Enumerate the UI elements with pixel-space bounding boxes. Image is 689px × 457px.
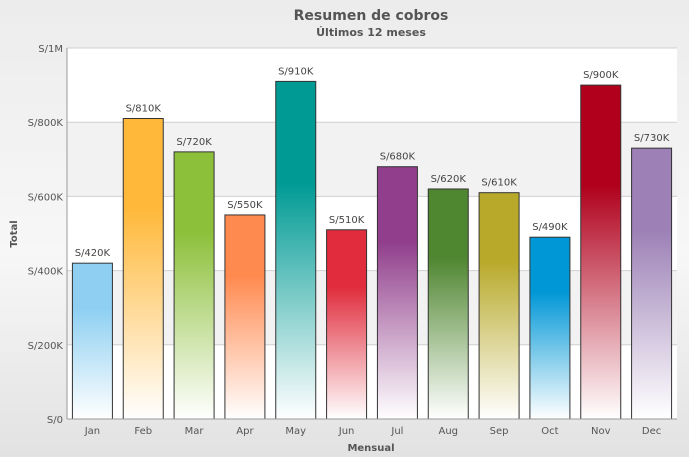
data-label: S/610K — [481, 178, 517, 189]
y-axis-title: Total — [9, 220, 20, 247]
x-tick-label: Nov — [591, 426, 611, 437]
data-label: S/900K — [583, 70, 619, 81]
grid-band — [67, 270, 677, 345]
x-axis-title: Mensual — [347, 443, 394, 454]
y-tick-label: S/800K — [28, 118, 64, 129]
y-tick-label: S/200K — [28, 341, 64, 352]
bar-aug[interactable] — [427, 188, 469, 420]
data-label: S/620K — [431, 174, 467, 185]
data-label: S/680K — [380, 152, 416, 163]
bar-jun[interactable] — [326, 229, 368, 420]
bar-apr[interactable] — [224, 214, 266, 420]
x-tick-label: Oct — [541, 426, 558, 437]
chart-title: Resumen de cobros — [294, 8, 449, 24]
grid-band — [67, 122, 677, 197]
data-label: S/720K — [176, 137, 212, 148]
bar-sep[interactable] — [478, 192, 520, 420]
x-tick-label: Jul — [390, 426, 403, 437]
grid-band — [67, 344, 677, 419]
x-tick-label: Sep — [490, 426, 509, 437]
data-label: S/550K — [227, 200, 263, 211]
grid-band — [67, 48, 677, 123]
chart-subtitle: Últimos 12 meses — [316, 26, 426, 39]
x-tick-label: Jan — [84, 426, 100, 437]
y-tick-label: S/1M — [38, 44, 63, 55]
x-tick-label: Aug — [438, 426, 458, 437]
x-tick-label: Jun — [338, 426, 355, 437]
x-tick-label: May — [285, 426, 306, 437]
data-label: S/910K — [278, 66, 314, 77]
data-label: S/810K — [126, 103, 162, 114]
y-tick-label: S/400K — [28, 267, 64, 278]
x-tick-label: Dec — [642, 426, 661, 437]
data-label: S/420K — [75, 248, 111, 259]
bar-nov[interactable] — [580, 84, 622, 420]
x-tick-label: Feb — [134, 426, 152, 437]
data-label: S/730K — [634, 133, 670, 144]
bar-jul[interactable] — [376, 166, 418, 420]
bar-may[interactable] — [275, 80, 317, 420]
y-tick-label: S/600K — [28, 192, 64, 203]
grid-band — [67, 196, 677, 271]
data-label: S/510K — [329, 215, 365, 226]
x-tick-label: Mar — [185, 426, 205, 437]
bar-jan[interactable] — [71, 262, 113, 420]
bar-mar[interactable] — [173, 151, 215, 420]
data-label: S/490K — [532, 222, 568, 233]
x-tick-label: Apr — [236, 426, 254, 437]
y-tick-label: S/0 — [47, 415, 63, 426]
bar-oct[interactable] — [529, 236, 571, 420]
bar-dec[interactable] — [631, 147, 673, 420]
bar-feb[interactable] — [122, 117, 164, 420]
